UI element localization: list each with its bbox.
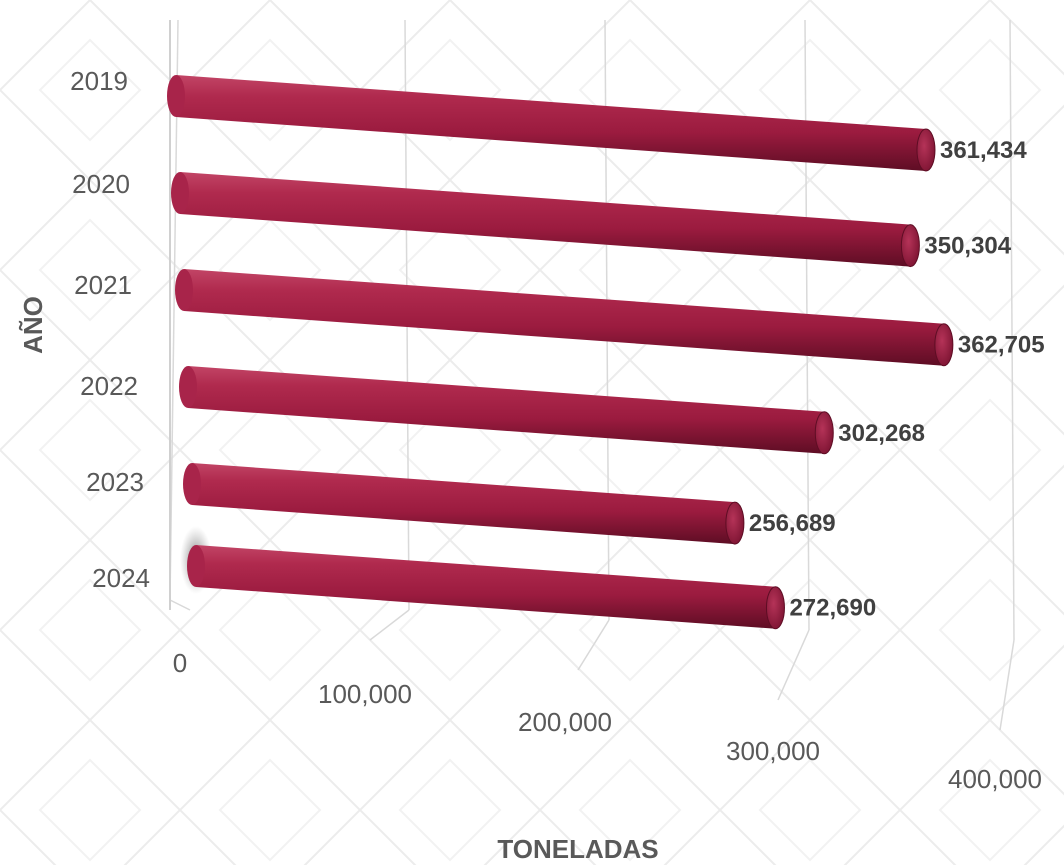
x-tick-label: 0 [173,648,187,678]
bar [171,172,920,268]
bar-body [196,545,776,629]
bar-body [180,172,911,267]
category-label: 2020 [72,169,130,199]
x-axis-title: TONELADAS [497,834,658,864]
bar-body [188,366,825,454]
category-label: 2019 [70,66,128,96]
bar-body [176,75,926,171]
labels: 0 100,000 200,000 300,000 400,000 2019 2020 202… [70,66,1044,794]
bar-end-cap [725,501,745,545]
gridline-floor [777,629,810,701]
gridline-floor [169,599,191,611]
category-label: 2021 [74,270,132,300]
bar-body [184,269,944,366]
bar-body [192,463,735,545]
bar [167,75,936,172]
bar-start-cap [171,172,189,214]
bar-end-cap [814,411,834,455]
y-axis-title: AÑO [18,296,48,354]
bar-end-cap [916,128,936,172]
data-label: 256,689 [749,510,836,537]
data-label: 362,705 [958,332,1045,359]
bar-start-cap [175,269,193,311]
bar-start-cap [179,366,197,408]
x-tick-label: 100,000 [318,679,412,709]
bar-start-cap [187,545,205,587]
gridline [1009,19,1015,641]
category-label: 2024 [92,563,150,593]
category-label: 2023 [86,467,144,497]
bar-end-cap [934,323,954,367]
data-label: 361,434 [940,137,1027,164]
bar-start-cap [183,463,201,505]
bar-end-cap [900,224,920,268]
data-label: 272,690 [789,595,876,622]
gridline-floor [999,639,1015,731]
gridline-floor [577,619,610,671]
bars [167,75,954,630]
x-tick-label: 400,000 [948,764,1042,794]
bar [179,366,834,455]
bar-start-cap [167,75,185,117]
data-label: 302,268 [838,420,925,447]
category-label: 2022 [80,371,138,401]
bar [187,545,785,630]
bar-end-cap [765,586,785,630]
data-label: 350,304 [924,233,1011,260]
x-tick-label: 300,000 [726,736,820,766]
x-tick-label: 200,000 [518,707,612,737]
gridline-floor [369,609,410,641]
bar [183,463,745,545]
bar [175,269,954,367]
